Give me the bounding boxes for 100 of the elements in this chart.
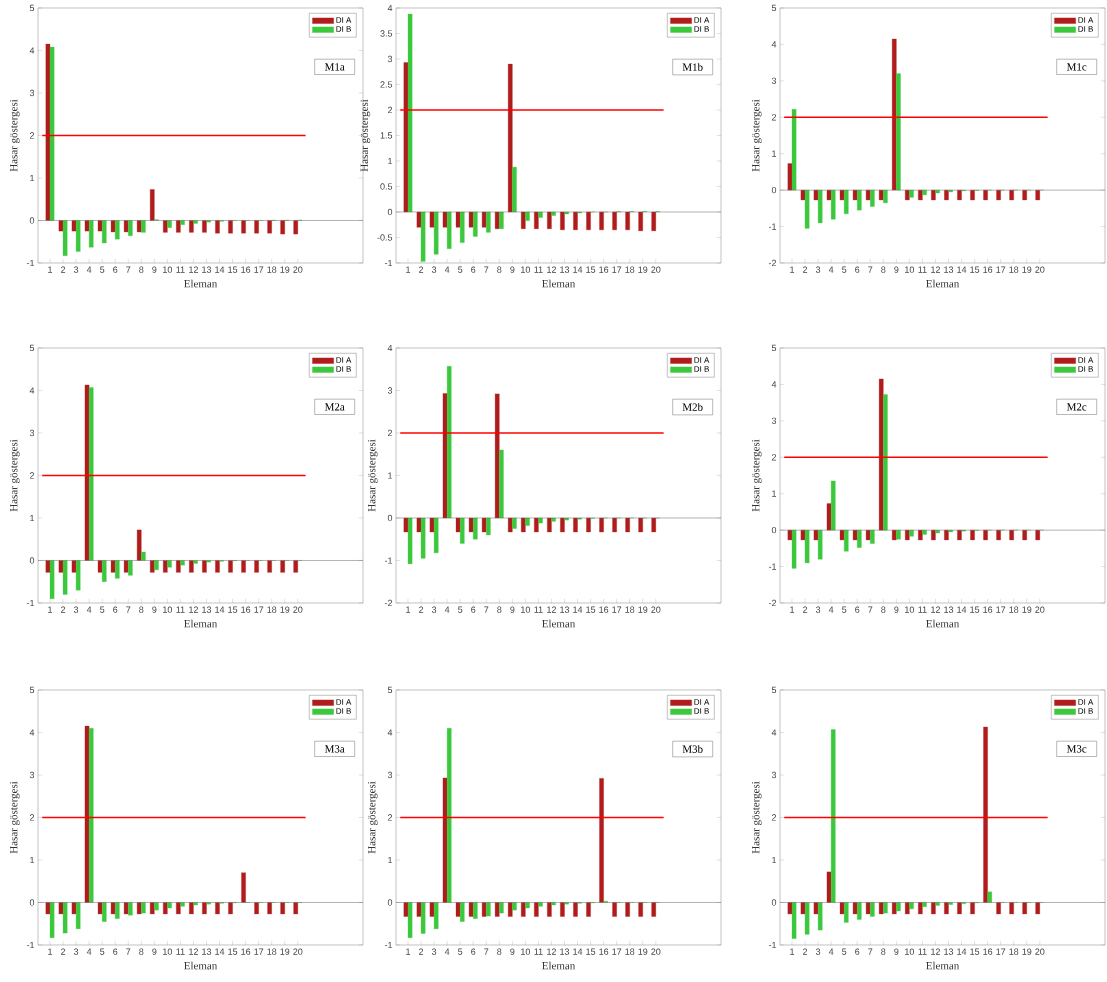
- y-tick-label: 3: [771, 77, 777, 85]
- x-tick-label: 7: [484, 606, 489, 613]
- x-tick-label: 3: [815, 606, 821, 613]
- y-tick-label: 5: [771, 686, 777, 694]
- x-axis-title: Eleman: [542, 619, 576, 628]
- x-tick-label: 16: [241, 266, 251, 273]
- x-tick-label: 2: [419, 948, 424, 955]
- x-tick-label: 2: [61, 948, 66, 955]
- x-tick-label: 14: [573, 266, 583, 273]
- x-tick-label: 5: [842, 606, 847, 613]
- y-tick-label: 1: [388, 472, 393, 479]
- y-tick-label: 0: [29, 217, 35, 224]
- x-tick-label: 1: [790, 266, 795, 273]
- y-tick-label: -2: [768, 599, 777, 607]
- x-tick-label: 1: [406, 606, 411, 613]
- x-axis-title: Eleman: [184, 961, 218, 970]
- x-tick-label: 8: [881, 948, 886, 955]
- x-tick-label: 4: [444, 948, 450, 955]
- x-tick-label: 17: [254, 948, 264, 955]
- y-tick-label: 4: [29, 47, 35, 54]
- x-tick-label: 15: [970, 266, 980, 273]
- x-tick-label: 1: [790, 948, 795, 955]
- x-tick-label: 1: [48, 948, 53, 955]
- x-tick-label: 13: [202, 266, 212, 273]
- y-tick-label: 1.5: [380, 132, 393, 139]
- text: M2c: [1066, 403, 1087, 411]
- x-tick-label: 2: [803, 266, 808, 273]
- x-tick-label: 6: [855, 266, 860, 273]
- y-tick-label: 0: [387, 899, 393, 906]
- x-tick-label: 11: [176, 948, 185, 955]
- y-tick-label: 1: [30, 856, 35, 864]
- y-tick-label: 0: [771, 186, 777, 194]
- x-tick-label: 6: [113, 266, 118, 273]
- text: M2a: [324, 403, 345, 411]
- x-tick-label: 19: [638, 266, 648, 273]
- x-tick-label: 5: [100, 606, 105, 613]
- x-axis-title: Eleman: [542, 279, 576, 288]
- text: M3c: [1066, 745, 1087, 753]
- y-tick-label: -1: [26, 259, 35, 267]
- x-tick-label: 8: [497, 606, 502, 613]
- x-tick-label: 10: [163, 606, 173, 613]
- x-tick-label: 18: [625, 606, 635, 613]
- y-tick-label: 3: [771, 771, 777, 779]
- x-tick-label: 20: [651, 606, 661, 613]
- x-tick-label: 7: [126, 606, 131, 613]
- x-tick-label: 5: [458, 266, 463, 273]
- x-axis-title: Eleman: [542, 961, 576, 970]
- y-tick-label: 5: [29, 4, 35, 12]
- x-tick-label: 14: [215, 606, 225, 613]
- x-tick-label: 7: [484, 948, 489, 955]
- text: M1c: [1066, 63, 1087, 71]
- x-tick-label: 2: [419, 606, 424, 613]
- x-tick-label: 14: [957, 606, 967, 613]
- y-tick-label: 0: [387, 514, 393, 522]
- y-tick-label: 2: [29, 132, 35, 139]
- y-tick-label: 3: [387, 771, 393, 779]
- x-tick-label: 14: [215, 948, 225, 955]
- x-tick-label: 13: [560, 266, 570, 273]
- y-axis-title: Hasar göstergesi: [368, 781, 378, 854]
- x-tick-label: 7: [868, 606, 873, 613]
- x-tick-label: 14: [957, 948, 967, 955]
- text: M3a: [324, 745, 345, 753]
- x-tick-label: 18: [1009, 266, 1019, 273]
- y-tick-label: 0: [771, 899, 777, 906]
- x-tick-label: 7: [126, 266, 131, 273]
- x-tick-label: 17: [996, 948, 1006, 955]
- y-tick-label: 1: [30, 174, 35, 182]
- x-tick-label: 10: [163, 266, 173, 273]
- x-tick-label: 7: [126, 948, 131, 955]
- y-axis-title: Hasar göstergesi: [10, 439, 20, 512]
- x-tick-label: 10: [163, 948, 173, 955]
- x-tick-label: 15: [970, 948, 980, 955]
- x-tick-label: 19: [638, 948, 648, 955]
- x-tick-label: 14: [957, 266, 967, 273]
- x-tick-label: 18: [1009, 948, 1019, 955]
- x-tick-label: 3: [431, 266, 437, 273]
- x-tick-label: 20: [651, 266, 661, 273]
- x-tick-label: 15: [586, 606, 596, 613]
- y-tick-label: -1: [26, 941, 35, 949]
- y-axis-title: Hasar göstergesi: [10, 781, 20, 854]
- x-axis-title: Eleman: [926, 961, 960, 970]
- y-axis-title: Hasar göstergesi: [752, 439, 762, 512]
- y-tick-label: 3: [771, 417, 777, 425]
- x-tick-label: 3: [815, 266, 821, 273]
- x-tick-label: 9: [152, 266, 157, 273]
- x-tick-label: 3: [73, 606, 79, 613]
- x-tick-label: 4: [828, 948, 834, 955]
- x-tick-label: 14: [573, 606, 583, 613]
- y-tick-label: 3: [29, 429, 35, 437]
- x-tick-label: 17: [612, 948, 622, 955]
- y-tick-label: -1: [26, 599, 35, 607]
- x-tick-label: 16: [983, 266, 993, 273]
- y-tick-label: 4: [771, 381, 777, 388]
- x-tick-label: 1: [48, 266, 53, 273]
- y-axis-title: Hasar göstergesi: [360, 99, 371, 172]
- x-tick-label: 12: [189, 606, 198, 613]
- x-tick-label: 4: [444, 266, 450, 273]
- x-tick-label: 5: [100, 948, 105, 955]
- x-tick-label: 13: [944, 948, 954, 955]
- x-tick-label: 18: [1009, 606, 1019, 613]
